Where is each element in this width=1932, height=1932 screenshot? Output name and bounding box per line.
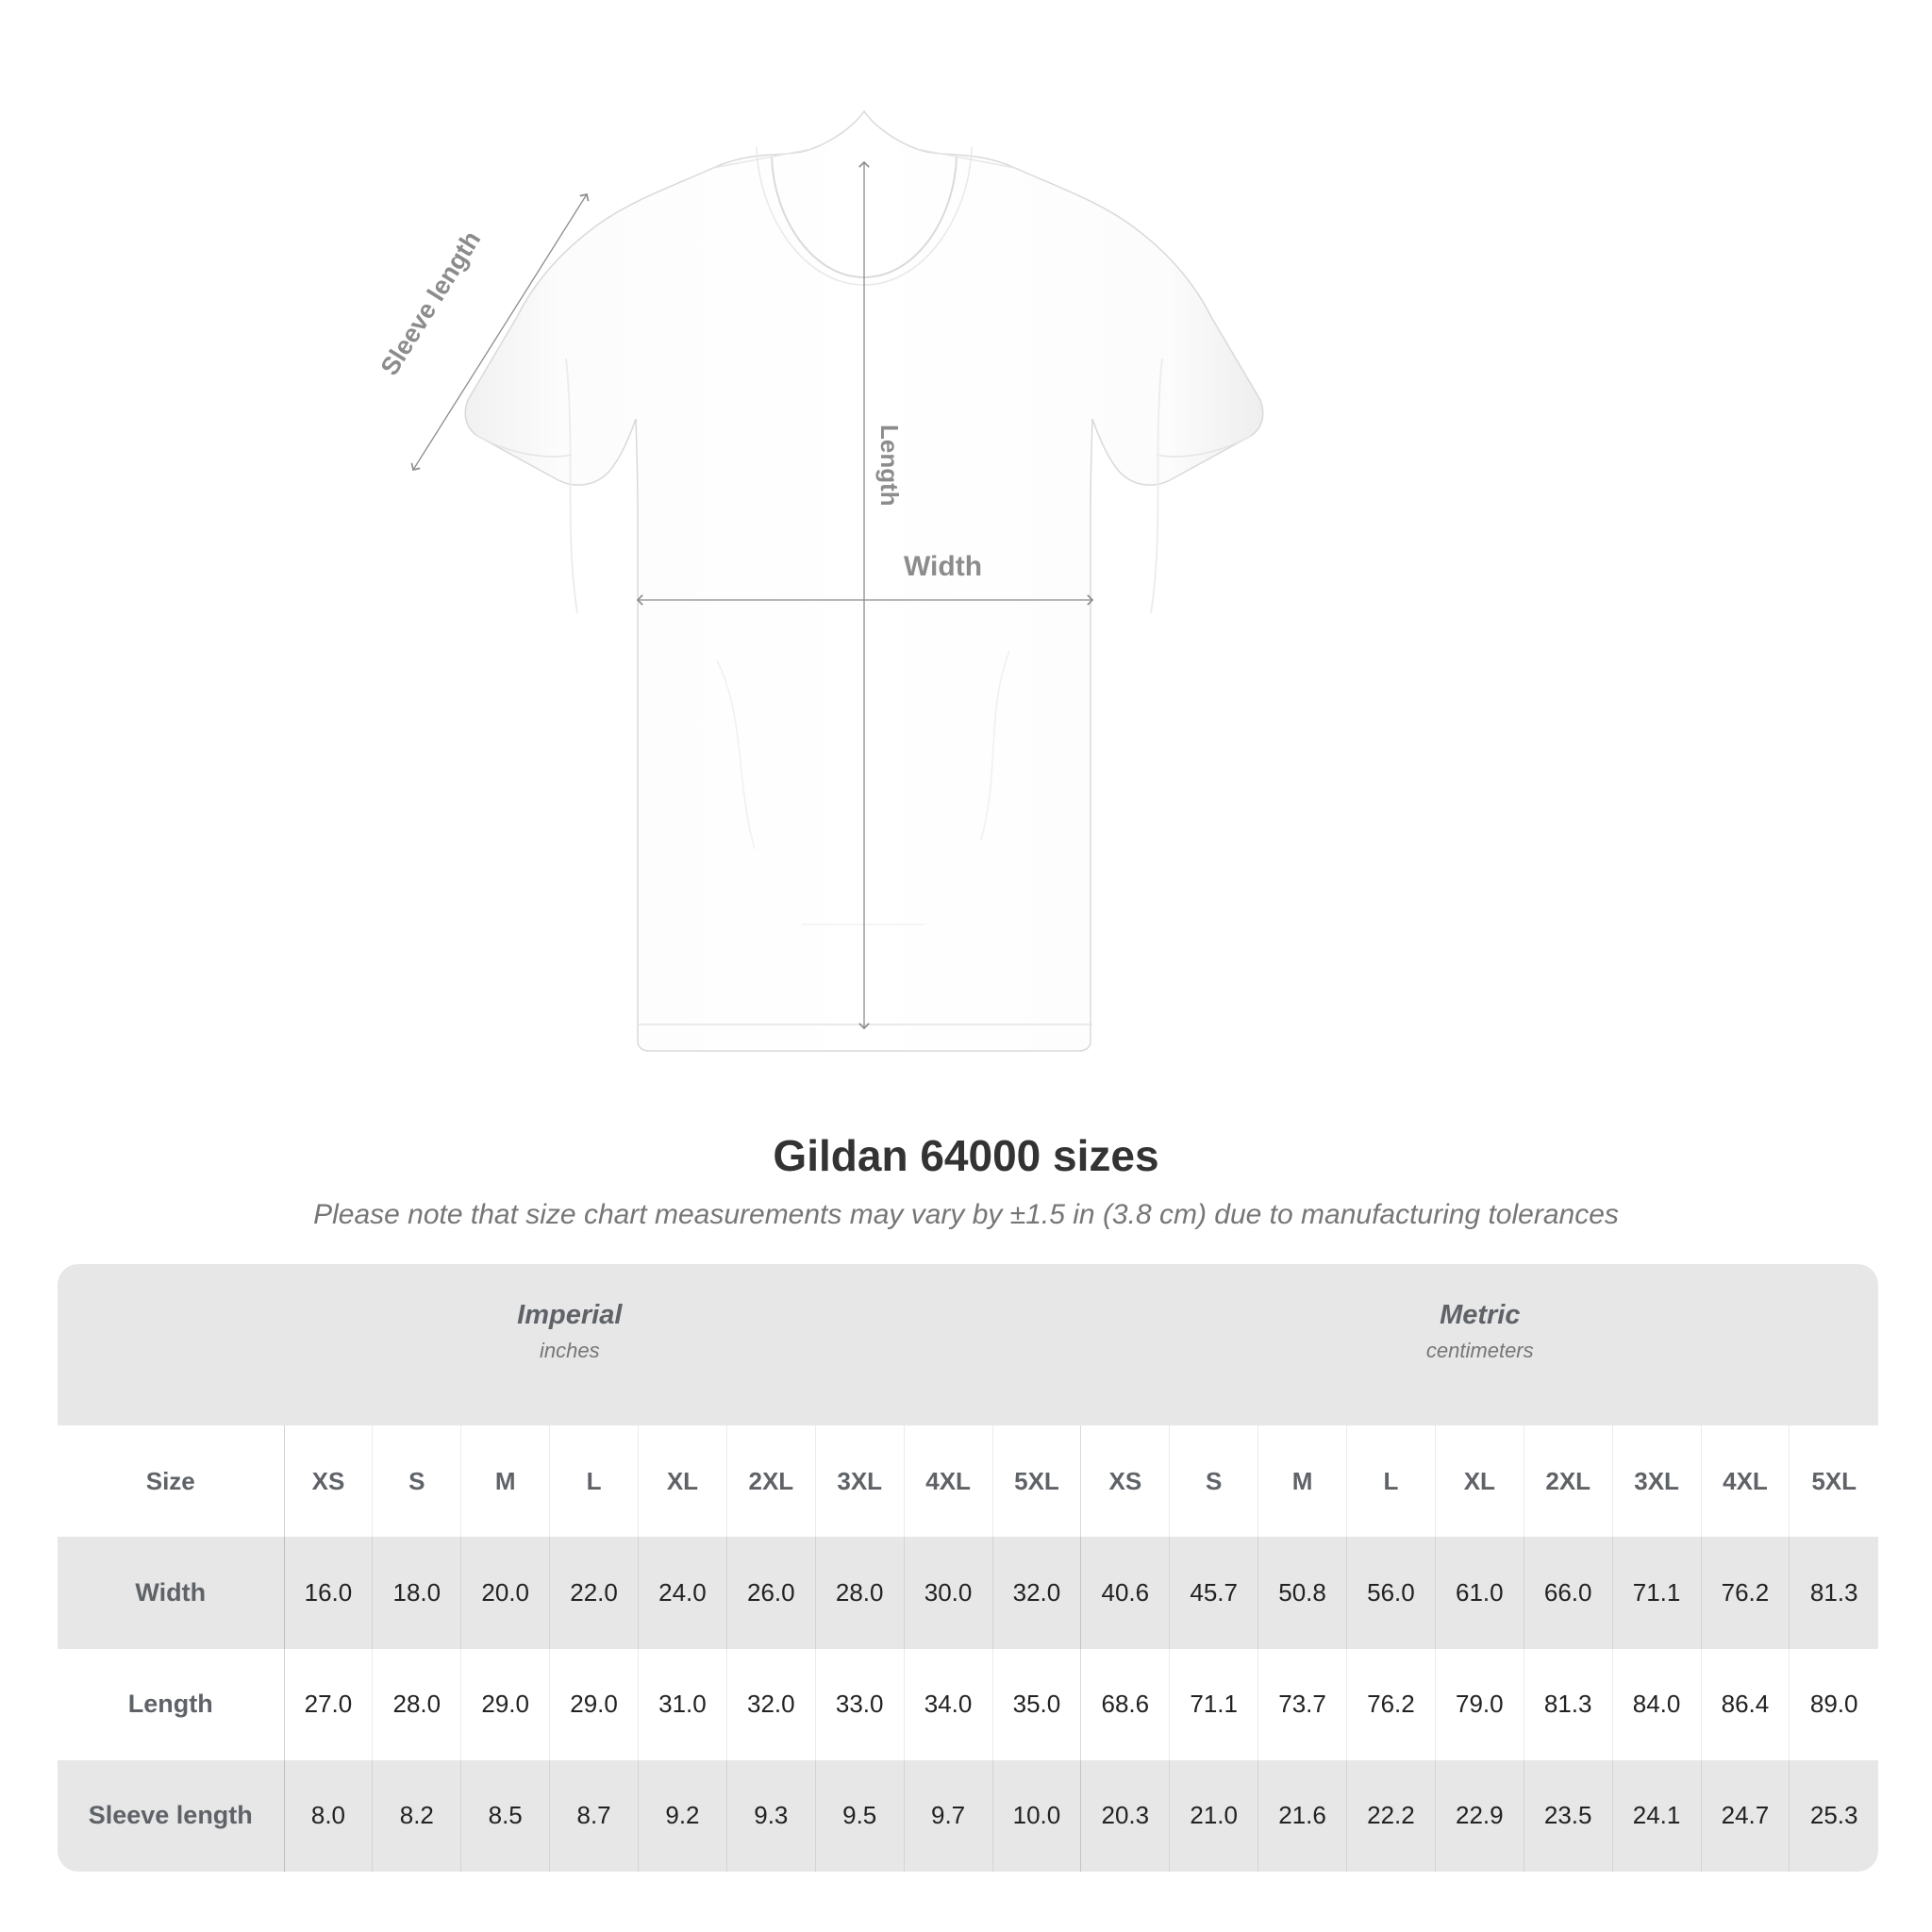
svg-text:Width: Width: [904, 551, 982, 582]
svg-text:Sleeve length: Sleeve length: [375, 226, 487, 381]
svg-text:Length: Length: [875, 425, 904, 507]
